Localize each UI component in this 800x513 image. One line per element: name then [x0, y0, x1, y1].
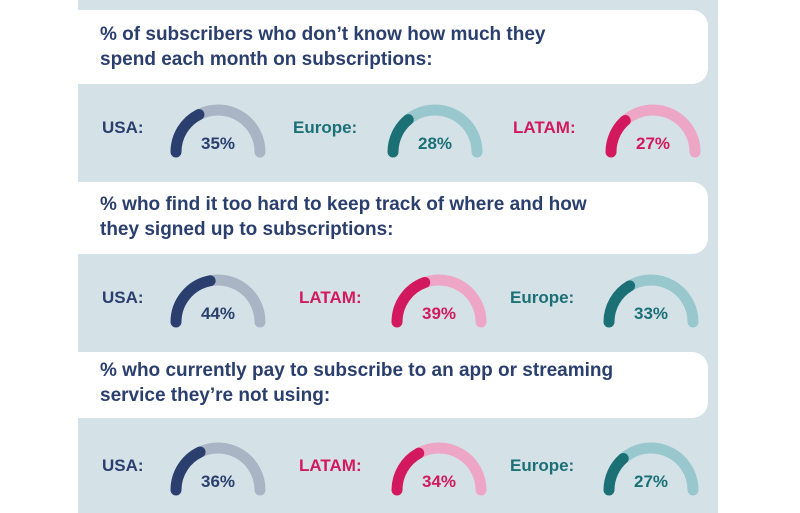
panel-2-gauge-3-value: 33%: [633, 304, 669, 323]
panel-3-question: % who currently pay to subscribe to an a…: [100, 360, 614, 406]
panel-3-gauge-3: 27%: [596, 438, 706, 500]
panel-1-gauge-2-value: 28%: [417, 134, 453, 153]
panel-1-question: % of subscribers who don’t know how much…: [100, 24, 546, 70]
panel-3-gauge-2-track: [413, 442, 487, 496]
panel-3-gauge-3-value: 27%: [633, 472, 669, 491]
panel-2-gauge-1-track: [204, 274, 266, 328]
panel-1-gauge-3-track: [619, 104, 701, 158]
panel-2-gauge-3-svg: [603, 274, 699, 328]
panel-3-gauge-1-track: [194, 442, 266, 496]
panel-1-gauge-2-svg: [387, 104, 483, 158]
panel-3-gauge-1: 36%: [163, 438, 273, 500]
panel-1-question-box: [78, 10, 708, 84]
panel-3-region-2-label: LATAM:: [299, 456, 362, 475]
panel-1-gauge-1-track: [193, 104, 266, 158]
panel-3-region-3-label: Europe:: [510, 456, 575, 475]
panel-3-gauge-3-track: [617, 442, 699, 496]
panel-1-gauge-1: 35%: [163, 100, 273, 162]
panel-2-gauge-2-value: 39%: [421, 304, 457, 323]
panel-3-gauge-2: 34%: [384, 438, 494, 500]
panel-3-gauge-1-fill: [170, 446, 206, 496]
panel-1-gauge-2-track: [402, 104, 483, 158]
panel-3-gauge-2-svg: [391, 442, 487, 496]
panel-3-gauge-2-value: 34%: [421, 472, 457, 491]
panel-2-gauge-2-fill: [391, 276, 431, 328]
panel-2-gauge-2: 39%: [384, 270, 494, 332]
panel-1-gauge-1-svg: [170, 104, 266, 158]
panel-1-gauge-1-value: 35%: [200, 134, 236, 153]
panel-2-gauge-3-fill: [603, 280, 636, 328]
panel-2-gauge-1: 44%: [163, 270, 273, 332]
panel-1-region-1-label: USA:: [102, 118, 144, 137]
panel-2-gauge-3: 33%: [596, 270, 706, 332]
panel-2-region-2-label: LATAM:: [299, 288, 362, 307]
panel-3-region-1-label: USA:: [102, 456, 144, 475]
panel-2-gauge-2-track: [419, 274, 487, 328]
panel-1-gauge-3-value: 27%: [635, 134, 671, 153]
panel-3-gauge-3-svg: [603, 442, 699, 496]
panel-1-region-3-label: LATAM:: [513, 118, 576, 137]
panel-3-question-box: [78, 352, 708, 418]
panel-1-gauge-3: 27%: [598, 100, 708, 162]
panel-1-gauge-2-fill: [387, 114, 414, 158]
panel-2-region-3-label: Europe:: [510, 288, 575, 307]
panel-3-gauge-2-fill: [391, 447, 425, 496]
panel-1-gauge-1-fill: [170, 109, 205, 158]
panel-2-gauge-2-svg: [391, 274, 487, 328]
panel-1-gauge-2: 28%: [380, 100, 490, 162]
panel-2-gauge-1-value: 44%: [200, 304, 236, 323]
panel-2-question: % who find it too hard to keep track of …: [100, 194, 587, 240]
panel-3-gauge-1-svg: [170, 442, 266, 496]
panel-1-gauge-3-svg: [605, 104, 701, 158]
panel-1-region-2-label: Europe:: [293, 118, 358, 137]
panel-3-gauge-1-value: 36%: [200, 472, 236, 491]
panel-2-question-box: [78, 182, 708, 254]
panel-2-region-1-label: USA:: [102, 288, 144, 307]
panel-1-gauge-3-fill: [605, 115, 631, 158]
panel-3-gauge-3-fill: [603, 453, 629, 496]
panel-2-gauge-3-track: [624, 274, 699, 328]
panel-2-gauge-1-svg: [170, 274, 266, 328]
panel-2-gauge-1-fill: [170, 275, 216, 328]
